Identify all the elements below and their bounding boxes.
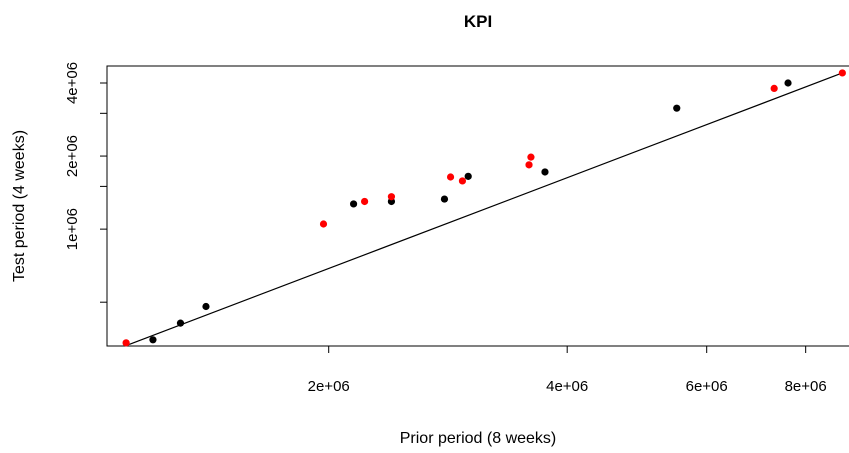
x-axis-label: Prior period (8 weeks) bbox=[400, 430, 557, 447]
y-axis: 1e+06 2e+06 4e+06 bbox=[64, 62, 107, 303]
x-tick-label: 2e+06 bbox=[308, 378, 350, 395]
data-point bbox=[122, 339, 130, 347]
data-point bbox=[784, 79, 792, 87]
x-tick-label: 8e+06 bbox=[785, 378, 827, 395]
data-point bbox=[176, 319, 185, 327]
data-point bbox=[673, 104, 681, 112]
data-point bbox=[838, 69, 846, 77]
x-tick-label: 6e+06 bbox=[686, 378, 728, 395]
plot-area-frame bbox=[106, 65, 849, 347]
data-point bbox=[387, 193, 396, 201]
data-point bbox=[527, 153, 535, 161]
data-point bbox=[446, 173, 455, 181]
data-point bbox=[541, 168, 549, 176]
data-point bbox=[319, 220, 328, 228]
fit-line-layer bbox=[128, 71, 845, 345]
fit-line bbox=[128, 71, 845, 345]
data-point bbox=[349, 200, 358, 208]
data-point bbox=[770, 84, 778, 93]
y-tick-label: 2e+06 bbox=[64, 135, 81, 177]
data-point bbox=[464, 172, 472, 180]
y-tick-label: 4e+06 bbox=[64, 62, 81, 104]
y-tick-label: 1e+06 bbox=[64, 208, 81, 250]
x-tick-label: 4e+06 bbox=[546, 378, 588, 395]
chart-title: KPI bbox=[464, 12, 492, 31]
data-point bbox=[525, 161, 533, 169]
x-axis: 2e+06 4e+06 6e+06 8e+06 bbox=[308, 346, 827, 395]
data-point bbox=[458, 177, 467, 185]
data-point bbox=[361, 197, 369, 206]
data-points-layer bbox=[122, 69, 846, 347]
y-axis-label: Test period (4 weeks) bbox=[11, 130, 28, 282]
data-point bbox=[202, 302, 210, 311]
data-point bbox=[149, 336, 157, 344]
data-point bbox=[440, 195, 449, 203]
